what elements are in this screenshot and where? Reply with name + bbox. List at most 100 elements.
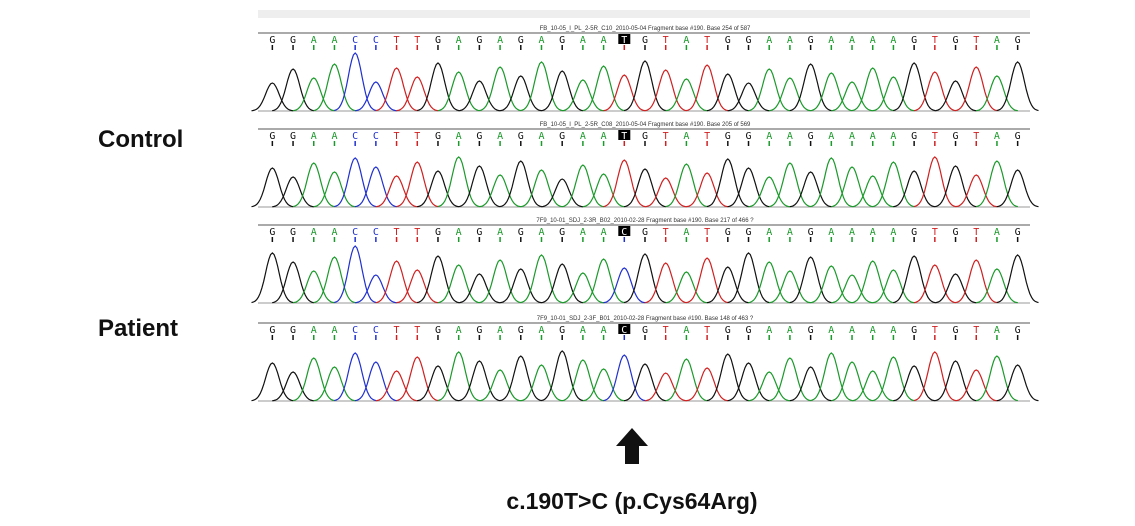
base-call: T bbox=[394, 35, 400, 46]
base-call: G bbox=[269, 325, 275, 336]
base-call: G bbox=[745, 131, 751, 142]
base-call: A bbox=[580, 227, 586, 238]
base-call: C bbox=[373, 227, 379, 238]
base-call: G bbox=[911, 325, 917, 336]
base-call: A bbox=[994, 35, 1000, 46]
base-call: A bbox=[890, 131, 896, 142]
base-call: G bbox=[1015, 227, 1021, 238]
base-call: T bbox=[663, 325, 669, 336]
base-call: T bbox=[621, 35, 627, 46]
base-call: A bbox=[890, 227, 896, 238]
base-call: G bbox=[642, 325, 648, 336]
base-call: A bbox=[766, 35, 772, 46]
base-call: T bbox=[663, 227, 669, 238]
base-call: G bbox=[911, 131, 917, 142]
base-call: G bbox=[476, 325, 482, 336]
base-call: A bbox=[538, 325, 544, 336]
base-call: A bbox=[849, 325, 855, 336]
base-call: G bbox=[559, 35, 565, 46]
base-call: G bbox=[642, 227, 648, 238]
base-call: A bbox=[787, 227, 793, 238]
base-call: A bbox=[787, 325, 793, 336]
base-call: A bbox=[683, 35, 689, 46]
base-call: C bbox=[352, 35, 358, 46]
base-call: T bbox=[663, 35, 669, 46]
base-call: T bbox=[973, 227, 979, 238]
base-call: C bbox=[621, 227, 627, 238]
base-call: A bbox=[497, 227, 503, 238]
base-call: A bbox=[601, 131, 607, 142]
base-call: T bbox=[663, 131, 669, 142]
base-call: G bbox=[725, 227, 731, 238]
base-call: T bbox=[621, 131, 627, 142]
base-call: G bbox=[290, 325, 296, 336]
base-call: G bbox=[808, 227, 814, 238]
base-call: C bbox=[621, 325, 627, 336]
base-call: G bbox=[745, 35, 751, 46]
base-call: A bbox=[994, 325, 1000, 336]
base-call: A bbox=[331, 35, 337, 46]
base-call: G bbox=[745, 325, 751, 336]
base-call: A bbox=[331, 325, 337, 336]
base-call: T bbox=[932, 227, 938, 238]
base-call: A bbox=[828, 35, 834, 46]
base-call: G bbox=[518, 35, 524, 46]
base-call: G bbox=[808, 35, 814, 46]
base-call: A bbox=[683, 227, 689, 238]
base-call: T bbox=[394, 227, 400, 238]
base-call: G bbox=[1015, 35, 1021, 46]
peak bbox=[355, 275, 397, 303]
base-call: G bbox=[953, 227, 959, 238]
base-call: G bbox=[435, 227, 441, 238]
base-call: T bbox=[394, 131, 400, 142]
base-call: A bbox=[538, 227, 544, 238]
base-call: T bbox=[932, 35, 938, 46]
base-call: G bbox=[290, 227, 296, 238]
figure: Control Patient c.190T>C (p.Cys64Arg) FB… bbox=[0, 0, 1135, 526]
base-call: G bbox=[476, 131, 482, 142]
base-call: A bbox=[994, 227, 1000, 238]
base-call: A bbox=[601, 35, 607, 46]
trace-header: FB_10-05_I_PL_2-5R_C10_2010-05-04 Fragme… bbox=[540, 26, 751, 32]
base-call: A bbox=[456, 227, 462, 238]
base-call: A bbox=[849, 131, 855, 142]
base-call: T bbox=[704, 325, 710, 336]
base-call: G bbox=[435, 35, 441, 46]
base-call: C bbox=[352, 325, 358, 336]
trace-header: 7F9_10-01_SDJ_2-3F_B01_2010-02-28 Fragme… bbox=[537, 316, 754, 322]
base-call: G bbox=[1015, 131, 1021, 142]
base-call: T bbox=[973, 325, 979, 336]
base-call: A bbox=[870, 131, 876, 142]
base-call: A bbox=[890, 325, 896, 336]
base-call: G bbox=[290, 131, 296, 142]
base-call: A bbox=[870, 325, 876, 336]
base-call: T bbox=[973, 35, 979, 46]
base-call: T bbox=[414, 325, 420, 336]
base-call: G bbox=[725, 325, 731, 336]
page: Control Patient c.190T>C (p.Cys64Arg) FB… bbox=[0, 0, 1135, 526]
peak bbox=[355, 82, 397, 111]
base-call: A bbox=[994, 131, 1000, 142]
base-call: A bbox=[311, 325, 317, 336]
base-call: T bbox=[704, 35, 710, 46]
base-call: G bbox=[725, 131, 731, 142]
base-call: G bbox=[1015, 325, 1021, 336]
base-call: T bbox=[414, 227, 420, 238]
base-call: G bbox=[269, 227, 275, 238]
base-call: G bbox=[435, 325, 441, 336]
base-call: A bbox=[849, 227, 855, 238]
base-call: G bbox=[911, 35, 917, 46]
base-call: G bbox=[559, 325, 565, 336]
base-call: A bbox=[766, 325, 772, 336]
base-call: G bbox=[518, 131, 524, 142]
base-call: A bbox=[787, 35, 793, 46]
base-call: A bbox=[456, 325, 462, 336]
base-call: A bbox=[870, 227, 876, 238]
base-call: A bbox=[331, 227, 337, 238]
arrow bbox=[616, 428, 648, 464]
base-call: A bbox=[601, 325, 607, 336]
base-call: A bbox=[828, 131, 834, 142]
base-call: A bbox=[766, 227, 772, 238]
base-call: T bbox=[414, 35, 420, 46]
base-call: T bbox=[394, 325, 400, 336]
